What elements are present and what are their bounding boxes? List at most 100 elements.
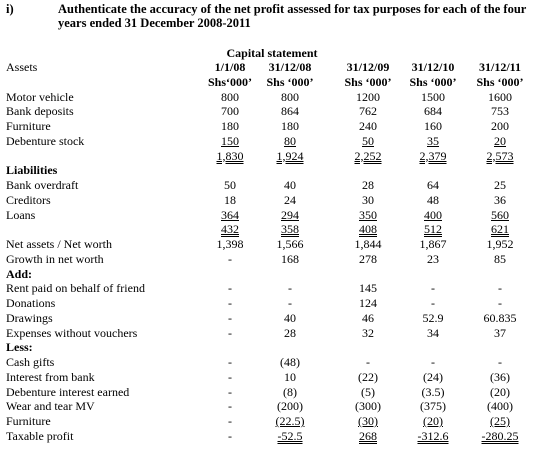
value-cell: 180 [221, 119, 239, 133]
value-cell: 1,924 [276, 148, 304, 163]
row-label: Bank overdraft [6, 178, 79, 192]
value-cell: 25 [494, 178, 506, 192]
value-cell: - [228, 384, 232, 399]
value-cell: 36 [494, 192, 506, 207]
table-row: Less: [0, 340, 552, 354]
value-cell: 700 [221, 104, 239, 119]
value-cell: - [498, 281, 502, 296]
value-cell: - [228, 414, 232, 428]
value-cell: 80 [284, 133, 296, 148]
row-label: Assets [6, 60, 38, 74]
value-cell: 1,952 [486, 237, 514, 251]
value-cell: 684 [424, 104, 442, 119]
value-cell: 40 [284, 178, 296, 192]
value-cell: 31/12/08 [268, 60, 312, 74]
value-cell: 48 [427, 192, 439, 207]
row-label: Less: [6, 340, 33, 355]
value-cell: 1200 [356, 89, 380, 104]
value-cell: 864 [281, 104, 299, 119]
table-row: Furniture 180 180 240 160 200 [0, 119, 552, 133]
value-cell: -280.25 [481, 428, 519, 443]
value-cell: 31/12/09 [346, 60, 390, 74]
value-cell: (48) [280, 355, 300, 369]
table-row: Taxable profit - -52.5 268 -312.6 -280.25 [0, 429, 552, 443]
value-cell: 512 [424, 222, 442, 237]
value-cell: 2,379 [419, 148, 447, 163]
value-cell: - [288, 296, 292, 310]
value-cell: - [228, 428, 232, 443]
table-row: Loans 364 294 350 400 560 [0, 208, 552, 222]
table-row: Donations - - 124 - - [0, 296, 552, 310]
value-cell: 2,252 [354, 148, 382, 163]
value-cell: - [431, 296, 435, 310]
row-label: Donations [6, 296, 56, 310]
value-cell: -52.5 [277, 428, 303, 443]
value-cell: (8) [283, 384, 297, 399]
table-row: Debenture stock 150 80 50 35 20 [0, 134, 552, 148]
value-cell: 50 [362, 133, 374, 148]
value-cell: 18 [224, 192, 236, 207]
value-cell: Shs ‘000’ [409, 74, 457, 89]
value-cell: 294 [281, 207, 299, 222]
table-row: Interest from bank - 10 (22) (24) (36) [0, 370, 552, 384]
value-cell: -312.6 [417, 428, 449, 443]
table-row: 432 358 408 512 621 [0, 222, 552, 236]
value-cell: 31/12/10 [411, 60, 455, 74]
value-cell: 180 [281, 119, 299, 133]
value-cell: 1/1/08 [214, 60, 246, 74]
value-cell: - [228, 399, 232, 414]
row-label: Add: [6, 266, 33, 281]
value-cell: - [228, 355, 232, 369]
value-cell: 150 [221, 133, 239, 148]
value-cell: 124 [359, 296, 377, 310]
value-cell: - [228, 296, 232, 310]
table-row: Creditors 18 24 30 48 36 [0, 193, 552, 207]
value-cell: - [228, 369, 232, 384]
value-cell: 28 [284, 325, 296, 340]
value-cell: 168 [281, 251, 299, 266]
value-cell: - [366, 355, 370, 369]
table-row: Rent paid on behalf of friend - - 145 - - [0, 281, 552, 295]
value-cell: 24 [284, 192, 296, 207]
value-cell: 1,867 [419, 237, 447, 251]
value-cell: (30) [358, 414, 378, 428]
value-cell: 1,830 [216, 148, 244, 163]
row-label: Cash gifts [6, 355, 55, 369]
value-cell: 34 [427, 325, 439, 340]
value-cell: (22) [358, 369, 378, 384]
row-label: Growth in net worth [6, 251, 104, 266]
table-row: Shs‘000’ Shs ‘000’ Shs ‘000’ Shs ‘000’ Shs ‘… [0, 75, 552, 89]
value-cell: 621 [491, 222, 509, 237]
value-cell: - [431, 355, 435, 369]
value-cell: 1,398 [216, 237, 244, 251]
value-cell: (25) [490, 414, 510, 428]
value-cell: - [498, 355, 502, 369]
value-cell: - [288, 281, 292, 296]
row-label: Drawings [6, 310, 53, 325]
value-cell: 40 [284, 310, 296, 325]
row-label: Debenture stock [6, 133, 85, 148]
value-cell: (3.5) [421, 384, 445, 399]
value-cell: (5) [361, 384, 375, 399]
table-row: Motor vehicle 800 800 1200 1500 1600 [0, 90, 552, 104]
table-row: Wear and tear MV - (200) (300) (375) (400) [0, 399, 552, 413]
row-label: Wear and tear MV [6, 399, 95, 414]
value-cell: - [228, 325, 232, 340]
value-cell: 30 [362, 192, 374, 207]
row-label: Creditors [6, 192, 51, 207]
table-row: Liabilities [0, 163, 552, 177]
table-row: Bank overdraft 50 40 28 64 25 [0, 178, 552, 192]
value-cell: Shs ‘000’ [266, 74, 314, 89]
table-row: Assets 1/1/08 31/12/08 31/12/09 31/12/10 31/1… [0, 60, 552, 74]
value-cell: 2,573 [486, 148, 514, 163]
value-cell: 400 [424, 207, 442, 222]
table-row: Net assets / Net worth 1,398 1,566 1,844 1,8… [0, 237, 552, 251]
value-cell: 32 [362, 325, 374, 340]
value-cell: 37 [494, 325, 506, 340]
value-cell: 800 [281, 89, 299, 104]
value-cell: 160 [424, 119, 442, 133]
value-cell: 358 [281, 222, 299, 237]
value-cell: 64 [427, 178, 439, 192]
value-cell: - [228, 251, 232, 266]
value-cell: (200) [277, 399, 303, 414]
